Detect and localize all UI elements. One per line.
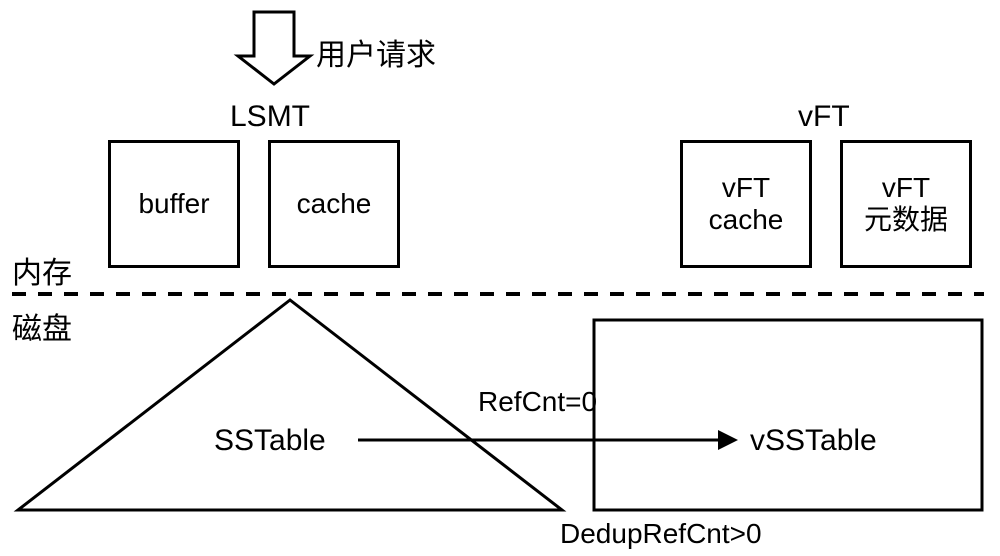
vsstable-label: vSSTable — [750, 424, 877, 458]
vft-meta-box: vFT 元数据 — [840, 140, 972, 268]
memory-side-label: 内存 — [12, 248, 72, 292]
vsstable-box — [594, 320, 982, 510]
vft-header: vFT — [798, 100, 850, 134]
flow-arrow-icon — [358, 430, 738, 450]
refcnt-label: RefCnt=0 — [478, 386, 597, 418]
cache-box-label: cache — [297, 188, 372, 220]
user-request-label: 用户请求 — [316, 30, 436, 74]
buffer-box: buffer — [108, 140, 240, 268]
user-request-arrow-icon — [0, 0, 1000, 556]
cache-box: cache — [268, 140, 400, 268]
deduprefcnt-label: DedupRefCnt>0 — [560, 518, 762, 550]
lsmt-header: LSMT — [230, 100, 310, 134]
arrow-down-icon — [238, 12, 310, 84]
vft-meta-box-label: vFT 元数据 — [864, 172, 948, 236]
buffer-box-label: buffer — [138, 188, 209, 220]
vft-cache-box-label: vFT cache — [709, 172, 784, 236]
vft-cache-box: vFT cache — [680, 140, 812, 268]
sstable-label: SSTable — [214, 424, 326, 458]
disk-side-label: 磁盘 — [12, 304, 72, 348]
